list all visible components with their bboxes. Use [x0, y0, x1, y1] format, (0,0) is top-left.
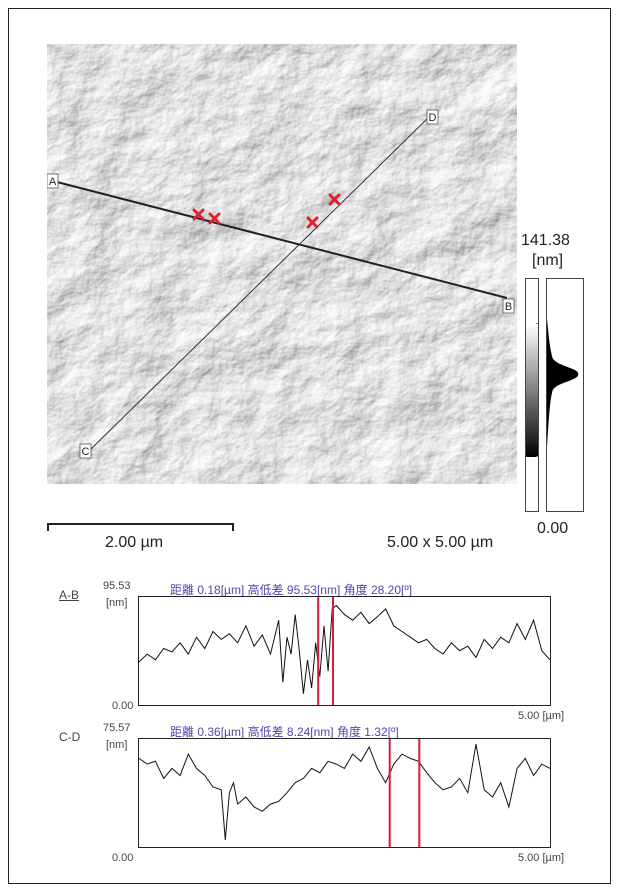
profile-cd-xend: 5.00 [µm]	[518, 852, 565, 864]
cursor-marker	[192, 208, 205, 221]
scale-bar-label: 2.00 µm	[105, 534, 164, 551]
endpoint-label-d: D	[426, 109, 439, 125]
report-frame	[8, 8, 611, 884]
colorbar	[525, 278, 539, 512]
profile-cd-ymin: 0.00	[112, 852, 134, 864]
plot-frame	[138, 738, 551, 848]
profile-series-line	[138, 744, 551, 840]
svg-text:C: C	[82, 446, 90, 458]
profile-cd-yunit: [nm]	[106, 739, 128, 751]
colorbar-unit: [nm]	[532, 252, 564, 269]
cursor-marker	[306, 216, 319, 229]
colorbar-min-value: 0.00	[537, 520, 569, 537]
colorbar-max-value: 141.38	[521, 232, 570, 249]
profile-ab-label: A-B	[59, 588, 80, 602]
svg-text:B: B	[505, 301, 512, 313]
profile-ab-ymax: 95.53	[103, 580, 131, 592]
plot-frame	[138, 596, 551, 706]
svg-text:D: D	[429, 112, 437, 124]
profile-cd-label: C-D	[59, 730, 81, 744]
profile-ab-xend: 5.00 [µm]	[518, 710, 565, 722]
profile-line-ab	[52, 180, 508, 299]
profile-cd-ymax: 75.57	[103, 722, 131, 734]
endpoint-label-c: C	[79, 443, 92, 459]
profile-cd-info: 距離 0.36[µm] 高低差 8.24[nm] 角度 1.32[º]	[170, 725, 399, 739]
profile-series-line	[138, 604, 551, 694]
svg-text:A: A	[49, 176, 57, 188]
profile-ab-info: 距離 0.18[µm] 高低差 95.53[nm] 角度 28.20[º]	[170, 583, 413, 597]
scale-bar	[47, 523, 234, 531]
profile-ab-ymin: 0.00	[112, 700, 134, 712]
image-size-label: 5.00 x 5.00 µm	[387, 534, 494, 551]
profile-cd-plot	[138, 738, 551, 848]
endpoint-label-b: B	[502, 298, 515, 314]
cursor-marker	[208, 212, 221, 225]
cursor-marker	[328, 193, 341, 206]
profile-line-cd	[90, 116, 430, 450]
profile-ab-yunit: [nm]	[106, 597, 128, 609]
afm-topography-image: A B C D	[47, 44, 517, 484]
height-histogram	[546, 278, 584, 512]
profile-ab-plot	[138, 596, 551, 706]
endpoint-label-a: A	[47, 173, 59, 189]
